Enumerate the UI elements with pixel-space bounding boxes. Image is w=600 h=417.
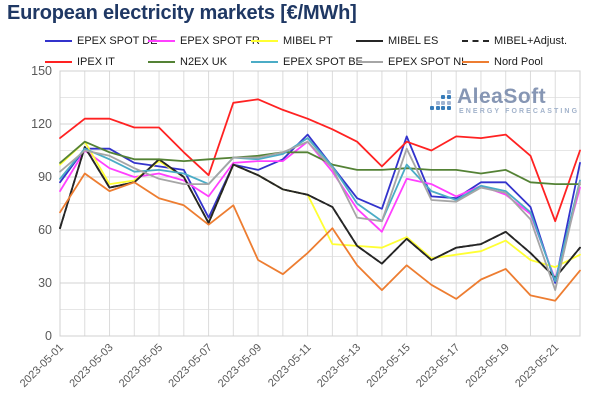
x-axis-tick-label: 2023-05-17 — [414, 342, 462, 390]
legend-swatch-epex-spot-fr — [148, 40, 175, 42]
y-axis-tick-label: 30 — [38, 276, 52, 290]
series-line-n2ex-uk — [59, 140, 581, 186]
legend-swatch-mibel-adjust — [462, 40, 489, 42]
y-axis-tick-label: 120 — [31, 117, 52, 131]
y-axis-tick-label: 150 — [31, 64, 52, 78]
legend-label-ipex-it: IPEX IT — [77, 56, 115, 68]
y-axis-tick-label: 0 — [45, 329, 52, 343]
legend-label-epex-spot-nl: EPEX SPOT NL — [388, 56, 468, 68]
legend-swatch-mibel-es — [356, 40, 383, 42]
series-line-epex-spot-be — [59, 137, 581, 283]
legend-item-mibel-adjust: MIBEL+Adjust. — [462, 32, 567, 50]
legend-row-1: EPEX SPOT DE EPEX SPOT FR MIBEL PT MIBEL ES… — [0, 32, 600, 50]
legend-label-epex-spot-fr: EPEX SPOT FR — [180, 35, 260, 47]
page-title: European electricity markets [€/MWh] — [7, 2, 357, 24]
legend-swatch-ipex-it — [45, 61, 72, 63]
x-axis-tick-label: 2023-05-09 — [216, 342, 264, 390]
legend-swatch-n2ex-uk — [148, 61, 175, 63]
series-line-mibel-pt — [59, 140, 581, 269]
legend-row-2: IPEX IT N2EX UK EPEX SPOT BE EPEX SPOT NL No… — [0, 53, 600, 71]
x-axis-tick-label: 2023-05-05 — [117, 342, 165, 390]
legend-item-epex-spot-be: EPEX SPOT BE — [251, 53, 363, 71]
x-axis-tick-label: 2023-05-21 — [513, 342, 561, 390]
legend-label-epex-spot-de: EPEX SPOT DE — [77, 35, 158, 47]
legend-label-mibel-adjust: MIBEL+Adjust. — [494, 35, 568, 47]
x-axis-tick-label: 2023-05-03 — [67, 342, 115, 390]
series-line-mibel-es — [59, 146, 581, 279]
legend-item-ipex-it: IPEX IT — [45, 53, 115, 71]
legend-item-epex-spot-nl: EPEX SPOT NL — [356, 53, 467, 71]
legend-label-mibel-es: MIBEL ES — [388, 35, 439, 47]
legend-swatch-mibel-pt — [251, 40, 278, 42]
series-line-mibel-adjust — [59, 146, 581, 279]
logo-name: AleaSoft — [457, 85, 547, 108]
series-line-epex-spot-fr — [59, 140, 581, 281]
legend-swatch-epex-spot-de — [45, 40, 72, 42]
legend-item-mibel-pt: MIBEL PT — [251, 32, 333, 50]
y-axis-tick-label: 90 — [38, 170, 52, 184]
x-axis-tick-label: 2023-05-07 — [166, 342, 214, 390]
series-line-ipex-it — [59, 98, 581, 223]
series-line-epex-spot-de — [59, 133, 581, 284]
x-axis-tick-label: 2023-05-13 — [315, 342, 363, 390]
legend-label-n2ex-uk: N2EX UK — [180, 56, 228, 68]
legend-label-nord-pool: Nord Pool — [494, 56, 543, 68]
legend-item-epex-spot-fr: EPEX SPOT FR — [148, 32, 260, 50]
logo-subtitle: ENERGY FORECASTING — [459, 108, 580, 115]
legend-label-mibel-pt: MIBEL PT — [283, 35, 333, 47]
plot-border — [59, 70, 581, 337]
legend-item-epex-spot-de: EPEX SPOT DE — [45, 32, 158, 50]
legend-label-epex-spot-be: EPEX SPOT BE — [283, 56, 363, 68]
x-axis-tick-label: 2023-05-01 — [18, 342, 66, 390]
legend-item-mibel-es: MIBEL ES — [356, 32, 438, 50]
legend-item-n2ex-uk: N2EX UK — [148, 53, 227, 71]
legend-swatch-nord-pool — [462, 61, 489, 63]
x-axis-tick-label: 2023-05-15 — [365, 342, 413, 390]
legend-swatch-epex-spot-be — [251, 61, 278, 63]
x-axis-tick-label: 2023-05-11 — [266, 342, 314, 390]
alea-dots-icon — [430, 88, 452, 110]
legend-swatch-epex-spot-nl — [356, 61, 383, 63]
series-line-epex-spot-nl — [59, 140, 581, 292]
y-axis-tick-label: 60 — [38, 223, 52, 237]
series-line-nord-pool — [59, 172, 581, 302]
legend-item-nord-pool: Nord Pool — [462, 53, 543, 71]
x-axis-tick-label: 2023-05-19 — [464, 342, 512, 390]
aleasoft-logo: AleaSoft ENERGY FORECASTING — [430, 86, 590, 116]
